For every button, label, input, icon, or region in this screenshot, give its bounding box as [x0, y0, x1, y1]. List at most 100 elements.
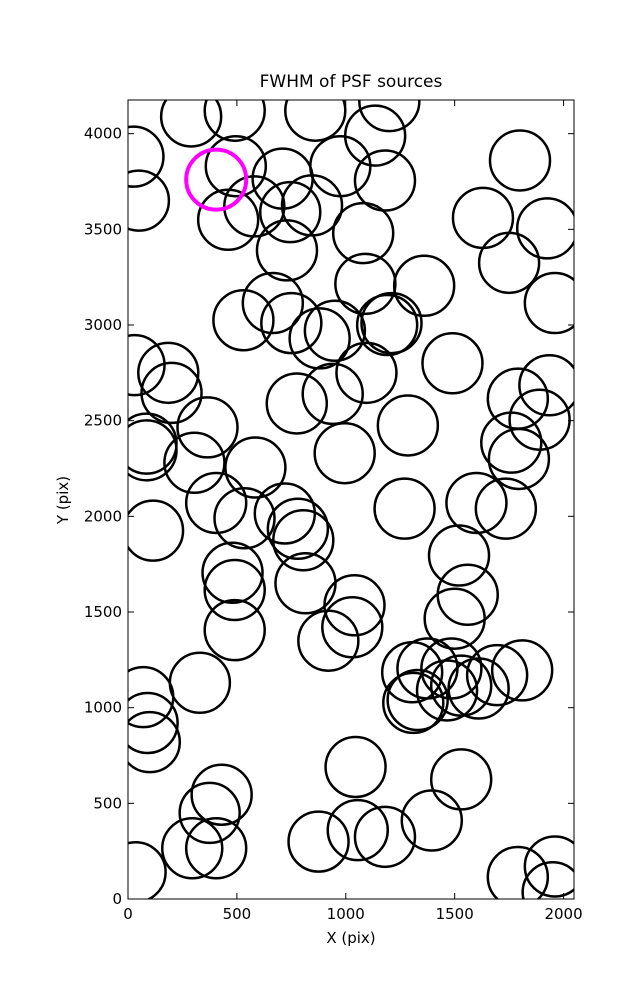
source: [313, 421, 376, 485]
source: [272, 509, 335, 572]
source: [392, 254, 456, 318]
source: [178, 781, 241, 845]
source: [429, 654, 493, 717]
source: [382, 671, 445, 735]
source: [487, 427, 551, 491]
source: [284, 100, 347, 142]
source: [203, 100, 266, 142]
source: [376, 394, 440, 457]
source: [128, 169, 171, 232]
y-tick-label: 0: [112, 890, 122, 908]
source: [353, 805, 417, 869]
y-tick-label: 2000: [84, 507, 122, 525]
source: [445, 471, 508, 535]
source: [326, 798, 390, 862]
source: [203, 598, 266, 662]
source: [212, 288, 275, 352]
source: [523, 271, 574, 335]
source: [128, 691, 179, 755]
source: [128, 333, 166, 397]
source: [204, 134, 268, 198]
source: [260, 291, 323, 355]
y-tick-label: 3500: [84, 220, 122, 238]
source: [128, 125, 165, 188]
source: [266, 497, 330, 561]
y-tick-label: 3000: [84, 316, 122, 334]
source: [400, 789, 464, 852]
source: [421, 332, 484, 395]
source: [223, 175, 286, 238]
source: [176, 396, 239, 459]
chart-title: FWHM of PSF sources: [260, 72, 443, 92]
source: [255, 219, 319, 282]
source: [128, 499, 185, 562]
y-tick-label: 1000: [84, 699, 122, 717]
source: [159, 100, 223, 148]
source: [287, 810, 350, 873]
source: [515, 197, 574, 260]
source: [163, 431, 226, 495]
source: [301, 362, 364, 426]
source: [288, 307, 351, 370]
source: [518, 354, 574, 417]
source: [128, 840, 167, 899]
source: [331, 201, 395, 265]
source: [128, 710, 182, 774]
source: [258, 180, 322, 244]
plot-frame: [127, 99, 575, 900]
source: [360, 291, 423, 355]
source: [521, 861, 574, 899]
y-tick-label: 4000: [84, 125, 122, 143]
source: [140, 361, 203, 425]
x-axis-label: X (pix): [326, 929, 375, 947]
source: [373, 477, 436, 540]
source: [488, 129, 552, 192]
source: [241, 271, 305, 335]
x-tick-label: 0: [123, 905, 133, 923]
source: [429, 748, 493, 811]
y-tick-label: 1500: [84, 603, 122, 621]
source: [324, 735, 387, 799]
source: [203, 558, 266, 622]
source: [160, 817, 224, 880]
source: [335, 341, 398, 405]
source: [477, 231, 541, 295]
y-tick-label: 2500: [84, 412, 122, 430]
source: [297, 609, 360, 672]
plot-area: [128, 100, 574, 899]
y-axis-label: Y (pix): [54, 476, 72, 525]
source: [358, 100, 421, 133]
x-tick-label: 1500: [436, 905, 474, 923]
source: [427, 524, 491, 587]
source: [523, 835, 574, 898]
source: [343, 104, 407, 167]
source: [480, 411, 543, 474]
source: [303, 299, 367, 362]
source: [184, 817, 248, 880]
y-tick-label: 500: [93, 794, 122, 812]
source: [447, 657, 510, 720]
source: [490, 639, 554, 702]
source: [355, 293, 419, 357]
source: [184, 471, 248, 535]
source: [190, 763, 253, 826]
source: [213, 487, 276, 550]
x-tick-label: 2000: [544, 905, 582, 923]
source: [224, 436, 287, 499]
source: [486, 845, 550, 899]
x-tick-label: 500: [223, 905, 252, 923]
source: [265, 372, 329, 435]
source: [323, 574, 386, 637]
source: [423, 587, 486, 650]
source: [353, 149, 417, 212]
source: [465, 643, 529, 707]
source: [201, 541, 264, 605]
source: [128, 665, 175, 729]
x-tick-label: 1000: [327, 905, 365, 923]
source: [137, 341, 200, 405]
source: [128, 419, 178, 482]
highlighted-source: [184, 147, 249, 212]
